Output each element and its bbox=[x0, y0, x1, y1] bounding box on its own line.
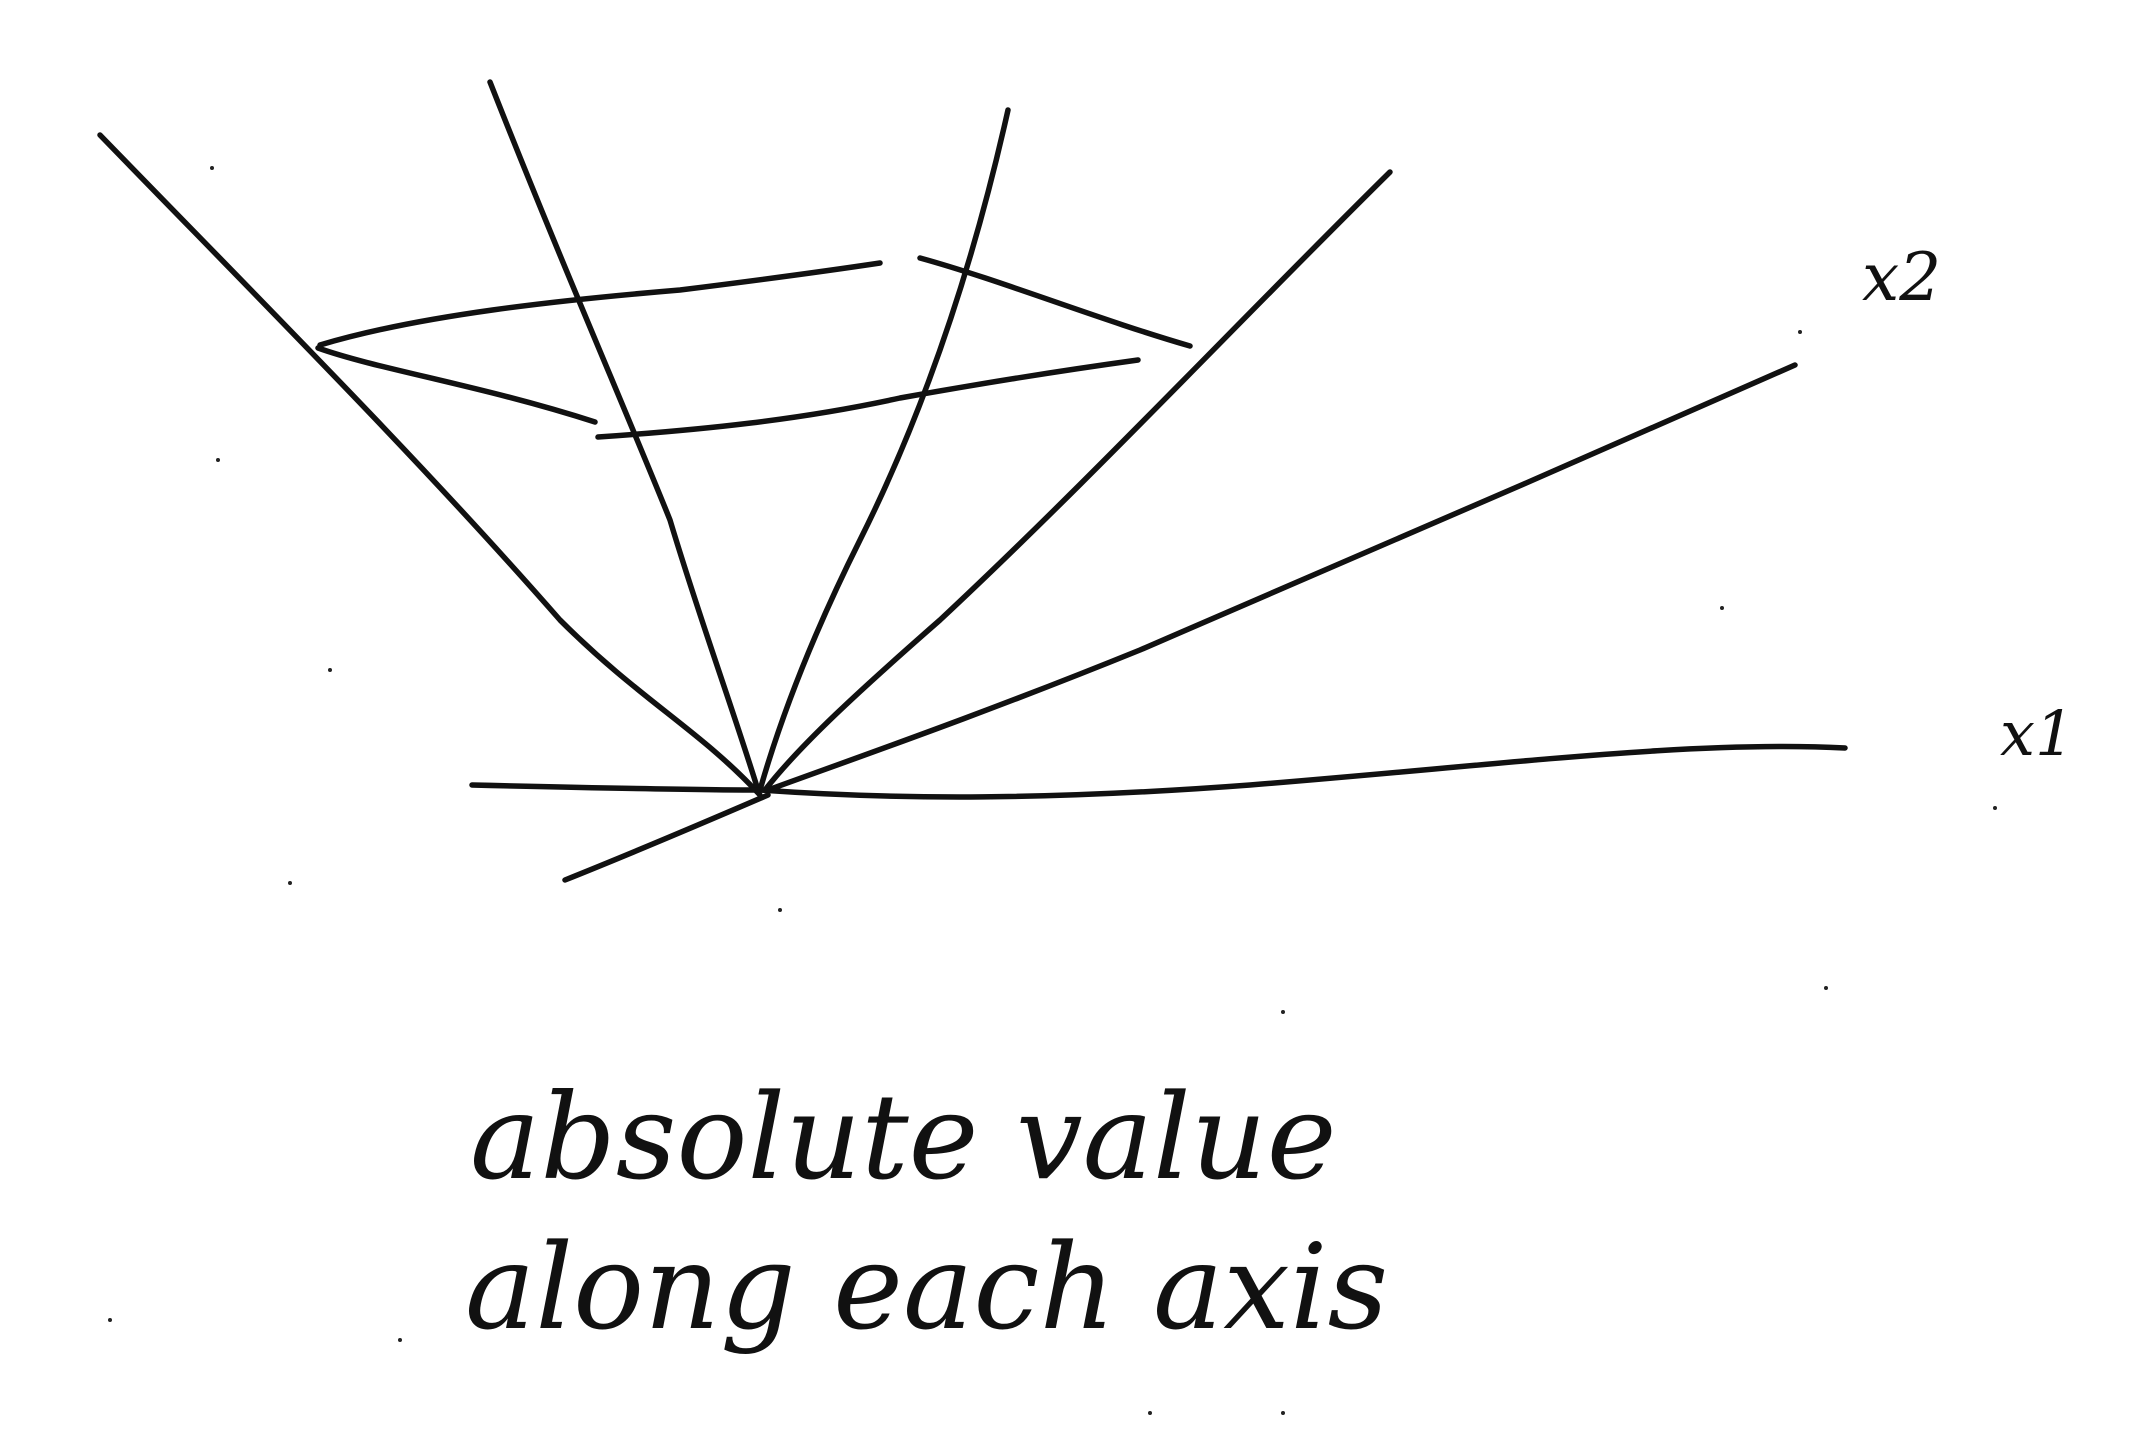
ink-specks bbox=[108, 166, 1997, 1415]
contour-left-edge bbox=[315, 345, 598, 425]
ink-speck bbox=[1148, 1411, 1152, 1415]
ink-speck bbox=[108, 1318, 112, 1322]
ray-x2-axis bbox=[765, 362, 1798, 793]
ink-speck bbox=[328, 668, 332, 672]
ray-fan bbox=[97, 79, 1848, 883]
caption-line-2: along each axis bbox=[465, 1218, 1388, 1356]
ray-far-left bbox=[97, 132, 763, 798]
ink-speck bbox=[778, 908, 782, 912]
ink-speck bbox=[210, 166, 214, 170]
contour-top-left-edge bbox=[317, 260, 883, 348]
ink-speck bbox=[1824, 986, 1828, 990]
ray-lower-left bbox=[562, 792, 771, 883]
axis-label-x1: x1 bbox=[2000, 697, 2074, 770]
axis-label-x2: x2 bbox=[1862, 239, 1941, 316]
ink-speck bbox=[1281, 1411, 1285, 1415]
ink-speck bbox=[216, 458, 220, 462]
diamond-contour bbox=[315, 255, 1193, 440]
ink-speck bbox=[398, 1338, 402, 1342]
contour-bottom-edge bbox=[595, 357, 1141, 440]
ink-speck bbox=[1993, 806, 1997, 810]
ink-speck bbox=[1720, 606, 1724, 610]
ink-speck bbox=[288, 881, 292, 885]
ray-center-left bbox=[487, 79, 761, 793]
ink-speck bbox=[1798, 330, 1802, 334]
ray-x1-axis bbox=[469, 743, 1848, 800]
ray-center-right bbox=[757, 107, 1011, 793]
contour-top-right-edge bbox=[917, 255, 1193, 349]
ray-right bbox=[762, 169, 1393, 793]
caption-line-1: absolute value bbox=[470, 1068, 1337, 1206]
ink-speck bbox=[1281, 1010, 1285, 1014]
